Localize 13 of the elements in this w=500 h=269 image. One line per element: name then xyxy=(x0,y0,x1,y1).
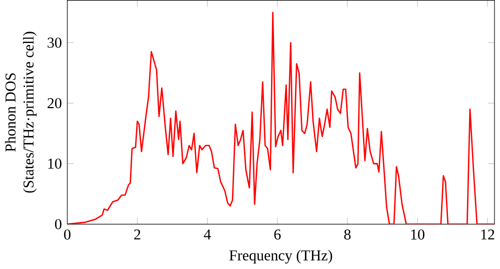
x-tick-label: 6 xyxy=(274,230,281,240)
x-axis-title: Frequency (THz) xyxy=(229,250,332,264)
y-tick-label: 30 xyxy=(48,38,62,48)
x-tick-label: 2 xyxy=(134,230,140,240)
x-tick-label: 10 xyxy=(411,230,424,240)
y-axis-title: Phonon DOS (States/THz·primitive cell) xyxy=(5,32,37,193)
y-tick-label: 10 xyxy=(48,158,62,169)
y-tick-label: 20 xyxy=(48,98,62,108)
x-tick-label: 12 xyxy=(481,230,494,240)
x-tick-label: 4 xyxy=(204,230,211,240)
y-tick-label: 0 xyxy=(55,219,62,230)
x-tick-label: 8 xyxy=(344,230,351,240)
x-tick-label: 0 xyxy=(64,230,70,240)
